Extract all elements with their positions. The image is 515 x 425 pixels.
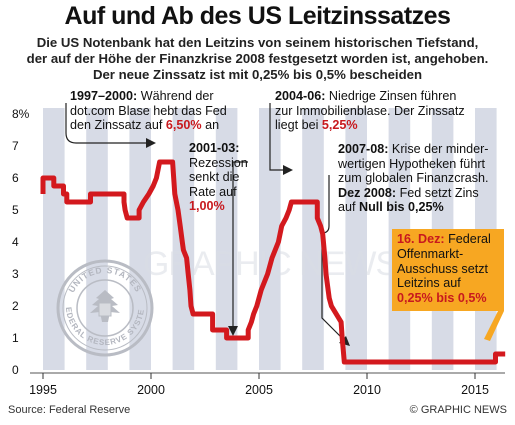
y-tick-label: 7: [12, 139, 19, 153]
annotation-2007-l4b: Fed setzt Zins: [396, 185, 479, 200]
annotation-2004-l1: Niedrige Zinsen führen: [325, 89, 457, 103]
annotation-2015-date: 16. Dez:: [397, 232, 445, 246]
annotation-2007-l2: wertigen Hypotheken führt: [338, 156, 486, 171]
annotation-2007-l1: Krise der minder-: [388, 142, 489, 156]
year-stripe: [302, 108, 324, 370]
subtitle-line-3: Der neue Zinssatz ist mit 0,25% bis 0,5%…: [92, 67, 423, 82]
annotation-2004-l2: zur Immobilienblase. Der Zinssatz: [275, 103, 465, 118]
subtitle-line-1: Die US Notenbank hat den Leitzins von se…: [36, 35, 479, 50]
annotation-1997-year: 1997–2000:: [70, 89, 138, 103]
annotation-2015-l1: Federal: [444, 232, 491, 246]
annotation-2015-l3: Ausschuss setzt: [397, 261, 488, 276]
annotation-1997-l1: Während der: [137, 89, 214, 103]
annotation-2007-year: 2007-08:: [338, 142, 389, 156]
annotation-2007-dec: Dez 2008:: [338, 185, 397, 200]
y-tick-label: 6: [12, 171, 19, 185]
annotation-leaders: [65, 103, 347, 343]
annotation-2015-l2: Offenmarkt-: [397, 246, 464, 261]
year-stripe: [215, 108, 238, 370]
subtitle-line-2: der auf der Höhe der Finanzkrise 2008 fe…: [26, 51, 489, 66]
x-tick-label: 2000: [137, 383, 165, 397]
arrow-2004: [283, 165, 293, 175]
year-stripe: [129, 108, 151, 370]
federal-reserve-seal: UNITED STATES FEDERAL RESERVE SYSTEM: [0, 0, 154, 357]
x-tick-label: 2010: [353, 383, 381, 397]
y-tick-label: 3: [12, 267, 19, 281]
y-tick-label: 4: [12, 235, 19, 249]
y-tick-label: 1: [12, 331, 19, 345]
annotation-1997: 1997–2000: Während der dot.com Blase heb…: [70, 89, 227, 133]
annotation-2007-l3: zum globalen Finanzcrash.: [338, 171, 489, 185]
annotation-2001-year: 2001-03:: [189, 141, 240, 155]
y-tick-label: 5: [12, 203, 19, 217]
page-title: Auf und Ab des US Leitzinssatzes: [64, 2, 451, 30]
annotation-1997-l3a: den Zinssatz auf: [70, 118, 166, 132]
arrow-1997: [146, 138, 156, 148]
y-tick-label: 0: [12, 363, 19, 377]
arrow-2001: [228, 326, 238, 336]
y-tick-label: 2: [12, 299, 19, 313]
credit: © GRAPHIC NEWS: [409, 404, 507, 416]
annotation-2007-value: Null bis 0,25%: [359, 200, 444, 214]
seal-bottom-text: FEDERAL RESERVE SYSTEM: [0, 0, 146, 347]
annotation-2004-l3a: liegt bei: [275, 118, 322, 132]
x-tick-label: 1995: [29, 383, 57, 397]
annotation-2004: 2004-06: Niedrige Zinsen führen zur Immo…: [275, 89, 465, 133]
annotation-1997-l2: dot.com Blase hebt das Fed: [70, 103, 227, 118]
annotation-2007: 2007-08: Krise der minder- wertigen Hypo…: [338, 142, 489, 215]
source-note: Source: Federal Reserve: [8, 404, 131, 416]
leader-2001: [232, 161, 248, 326]
annotation-1997-value: 6,50%: [165, 118, 202, 132]
callout-pointer: [484, 311, 504, 341]
annotation-2004-value: 5,25%: [321, 118, 358, 132]
year-stripe: [43, 108, 65, 370]
subtitle: Die US Notenbank hat den Leitzins von se…: [0, 35, 515, 83]
year-stripe: [345, 108, 367, 370]
rate-series-line: [40, 159, 506, 365]
annotation-2015-l4: Leitzins auf: [397, 276, 461, 291]
y-tick-label: 8%: [12, 107, 30, 121]
leader-1997: [65, 103, 148, 144]
year-stripe: [259, 108, 281, 370]
annotation-2001: 2001-03: Rezession senkt die Rate auf 1,…: [189, 141, 248, 214]
annotation-2015-value: 0,25% bis 0,5%: [397, 291, 487, 306]
x-axis-ticks: 1995 2000 2005 2010 2015: [29, 372, 505, 397]
annotation-1997-l3c: an: [201, 118, 220, 132]
annotation-2001-l2: senkt die: [189, 170, 240, 185]
x-tick-label: 2005: [245, 383, 273, 397]
annotation-2001-value: 1,00%: [189, 199, 225, 214]
x-tick-label: 2015: [461, 383, 489, 397]
annotation-2004-year: 2004-06:: [275, 89, 326, 103]
annotation-2001-l1: Rezession: [189, 155, 248, 170]
leader-2004: [269, 103, 285, 171]
annotation-2007-l5a: auf: [338, 200, 360, 214]
annotation-2001-l3: Rate auf: [189, 184, 237, 199]
y-axis-ticks: 0 1 2 3 4 5 6 7 8%: [12, 107, 30, 377]
annotation-2015-callout: 16. Dez: Federal Offenmarkt- Ausschuss s…: [392, 229, 504, 311]
